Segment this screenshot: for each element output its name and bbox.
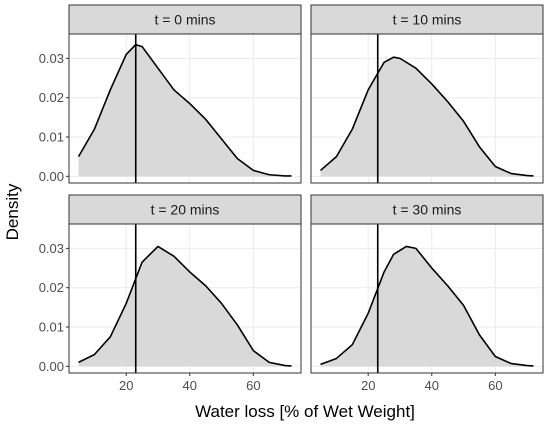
y-tick-label: 0.00 bbox=[39, 169, 64, 184]
y-tick-label: 0.00 bbox=[39, 359, 64, 374]
panel-border bbox=[310, 33, 544, 184]
x-tick-label: 60 bbox=[488, 378, 502, 393]
density-curve bbox=[77, 43, 292, 177]
y-tick-label: 0.03 bbox=[39, 241, 64, 256]
y-tick-label: 0.02 bbox=[39, 280, 64, 295]
panel-border bbox=[310, 223, 544, 374]
x-tick-label: 60 bbox=[246, 378, 260, 393]
facet-label: t = 10 mins bbox=[393, 12, 462, 28]
y-tick-label: 0.02 bbox=[39, 90, 64, 105]
density-curve bbox=[320, 56, 534, 177]
density-area bbox=[320, 57, 534, 177]
panel-border bbox=[68, 33, 302, 184]
density-area bbox=[320, 246, 534, 367]
density-area bbox=[78, 44, 292, 177]
facet-label: t = 0 mins bbox=[154, 12, 215, 28]
density-curve bbox=[320, 245, 534, 367]
facet-label: t = 30 mins bbox=[393, 202, 462, 218]
density-area bbox=[78, 246, 292, 367]
facet-panel: t = 30 mins 20 40 60 bbox=[310, 194, 544, 393]
facet-panel: t = 10 mins bbox=[310, 4, 544, 184]
y-tick-label: 0.01 bbox=[39, 320, 64, 335]
facet-panel: t = 20 mins 0.00 0.01 0.02 0.03 20 40 60 bbox=[39, 194, 302, 393]
facet-strip bbox=[310, 194, 544, 225]
density-curve bbox=[78, 245, 292, 367]
panel-border bbox=[68, 223, 302, 374]
y-tick-label: 0.03 bbox=[39, 51, 64, 66]
y-axis-title: Density bbox=[3, 183, 22, 240]
x-tick-label: 20 bbox=[119, 378, 133, 393]
x-axis-title: Water loss [% of Wet Weight] bbox=[195, 402, 415, 421]
x-tick-label: 40 bbox=[183, 378, 197, 393]
x-tick-label: 40 bbox=[425, 378, 439, 393]
facet-strip bbox=[68, 4, 302, 35]
facet-label: t = 20 mins bbox=[151, 202, 220, 218]
facet-panel: t = 0 mins 0.00 0.01 0.02 0.03 bbox=[39, 4, 302, 184]
x-tick-label: 20 bbox=[361, 378, 375, 393]
facet-strip bbox=[68, 194, 302, 225]
y-tick-label: 0.01 bbox=[39, 130, 64, 145]
